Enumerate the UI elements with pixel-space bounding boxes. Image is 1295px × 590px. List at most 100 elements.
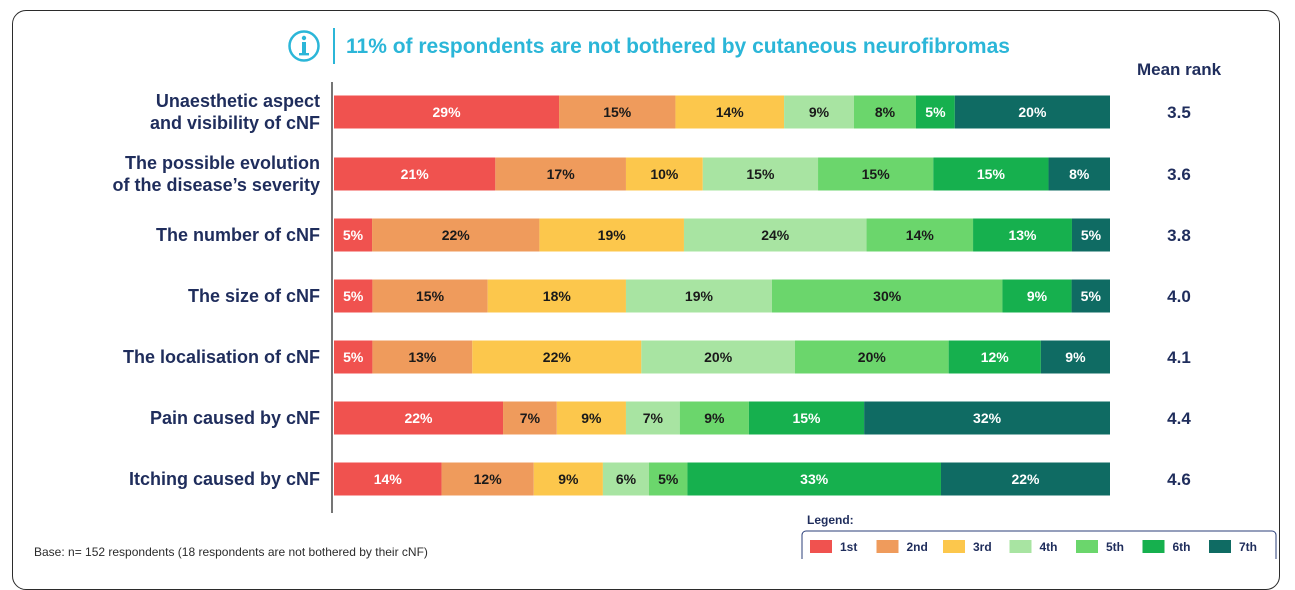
data-label: 14% — [716, 104, 745, 120]
data-label: 30% — [873, 288, 902, 304]
bar-segment — [1002, 279, 1072, 313]
data-label: 9% — [704, 410, 725, 426]
category-label: Pain caused by cNF — [150, 408, 320, 428]
legend-swatch — [1009, 540, 1032, 553]
data-label: 18% — [543, 288, 572, 304]
data-label: 32% — [973, 410, 1002, 426]
data-label: 17% — [547, 166, 576, 182]
mean-rank-values: 3.5 3.6 3.8 4.0 4.1 4.4 4.6 — [1167, 103, 1191, 489]
bar-segment — [687, 462, 941, 496]
data-label: 15% — [792, 410, 821, 426]
data-label: 15% — [603, 104, 632, 120]
bar-segment — [602, 462, 650, 496]
bar-segment — [334, 462, 442, 496]
legend-item-label: 5th — [1106, 540, 1124, 554]
data-label: 10% — [650, 166, 679, 182]
mean-rank-value: 4.0 — [1167, 287, 1191, 306]
stacked-bar-chart: 11% of respondents are not bothered by c… — [34, 28, 1277, 559]
bar-segment — [866, 218, 974, 252]
chart-title-group: 11% of respondents are not bothered by c… — [288, 28, 1010, 64]
data-label: 15% — [977, 166, 1006, 182]
bar-segment — [1071, 218, 1110, 252]
bar-segment — [973, 218, 1072, 252]
bar-row: 14% 12% 9% 6% 5% 33% 22% — [334, 462, 1110, 496]
legend-swatch — [1142, 540, 1165, 553]
bars-group: 29% 15% 14% 9% 8% 5% 20% 21% 17% 10% 15% 15% 15% 8% 5%… — [334, 95, 1110, 496]
mean-rank-value: 4.6 — [1167, 470, 1191, 489]
legend-item-label: 3rd — [973, 540, 992, 554]
category-label: The size of cNF — [188, 286, 320, 306]
bar-row: 22% 7% 9% 7% 9% 15% 32% — [334, 401, 1110, 435]
legend-item-label: 2nd — [907, 540, 928, 554]
data-label: 9% — [1027, 288, 1048, 304]
legend-swatch — [1076, 540, 1098, 553]
bar-segment — [372, 279, 488, 313]
bar-segment — [916, 95, 955, 129]
data-label: 22% — [543, 349, 572, 365]
data-label: 8% — [875, 104, 896, 120]
bar-segment — [933, 157, 1049, 191]
bar-segment — [679, 401, 749, 435]
data-label: 12% — [981, 349, 1010, 365]
info-circle-icon — [288, 30, 320, 62]
data-label: 5% — [925, 104, 946, 120]
category-label: of the disease’s severity — [113, 175, 320, 195]
data-label: 5% — [343, 227, 364, 243]
bar-segment — [556, 401, 626, 435]
bar-segment — [495, 157, 626, 191]
category-label: Itching caused by cNF — [129, 469, 320, 489]
chart-title: 11% of respondents are not bothered by c… — [346, 35, 1010, 58]
data-label: 29% — [433, 104, 462, 120]
data-label: 9% — [581, 410, 602, 426]
data-label: 14% — [374, 471, 403, 487]
bar-segment — [794, 340, 949, 374]
bar-segment — [818, 157, 934, 191]
data-label: 33% — [800, 471, 829, 487]
data-label: 12% — [474, 471, 503, 487]
bar-segment — [625, 401, 680, 435]
bar-segment — [940, 462, 1110, 496]
bar-segment — [641, 340, 795, 374]
bar-segment — [625, 279, 772, 313]
data-label: 5% — [658, 471, 679, 487]
category-label: The possible evolution — [125, 153, 320, 173]
bar-segment — [372, 340, 473, 374]
data-label: 15% — [862, 166, 891, 182]
legend-swatch — [876, 540, 899, 553]
bar-row: 29% 15% 14% 9% 8% 5% 20% — [334, 95, 1110, 129]
category-label: Unaesthetic aspect — [156, 91, 320, 111]
bar-segment — [487, 279, 626, 313]
data-label: 15% — [746, 166, 775, 182]
bar-segment — [649, 462, 688, 496]
legend-swatch — [810, 540, 832, 553]
bar-segment — [1071, 279, 1110, 313]
bar-segment — [748, 401, 865, 435]
data-label: 13% — [1008, 227, 1037, 243]
bar-segment — [784, 95, 854, 129]
bar-segment — [954, 95, 1110, 129]
bar-segment — [334, 95, 560, 129]
bar-segment — [771, 279, 1003, 313]
mean-rank-value: 3.6 — [1167, 165, 1191, 184]
mean-rank-value: 4.4 — [1167, 409, 1191, 428]
mean-rank-value: 3.8 — [1167, 226, 1191, 245]
data-label: 9% — [558, 471, 579, 487]
legend-title: Legend: — [807, 513, 854, 527]
bar-segment — [702, 157, 819, 191]
mean-rank-value: 4.1 — [1167, 348, 1191, 367]
category-label: The number of cNF — [156, 225, 320, 245]
bar-segment — [1048, 157, 1110, 191]
data-label: 9% — [809, 104, 830, 120]
bar-segment — [533, 462, 603, 496]
data-label: 20% — [858, 349, 887, 365]
bar-segment — [334, 401, 504, 435]
mean-rank-value: 3.5 — [1167, 103, 1191, 122]
bar-segment — [675, 95, 785, 129]
data-label: 5% — [343, 288, 364, 304]
bar-segment — [1040, 340, 1110, 374]
bar-row: 5% 15% 18% 19% 30% 9% 5% — [334, 279, 1110, 313]
legend-item-label: 1st — [840, 540, 857, 554]
bar-segment — [334, 279, 373, 313]
mean-rank-header: Mean rank — [1137, 60, 1222, 79]
